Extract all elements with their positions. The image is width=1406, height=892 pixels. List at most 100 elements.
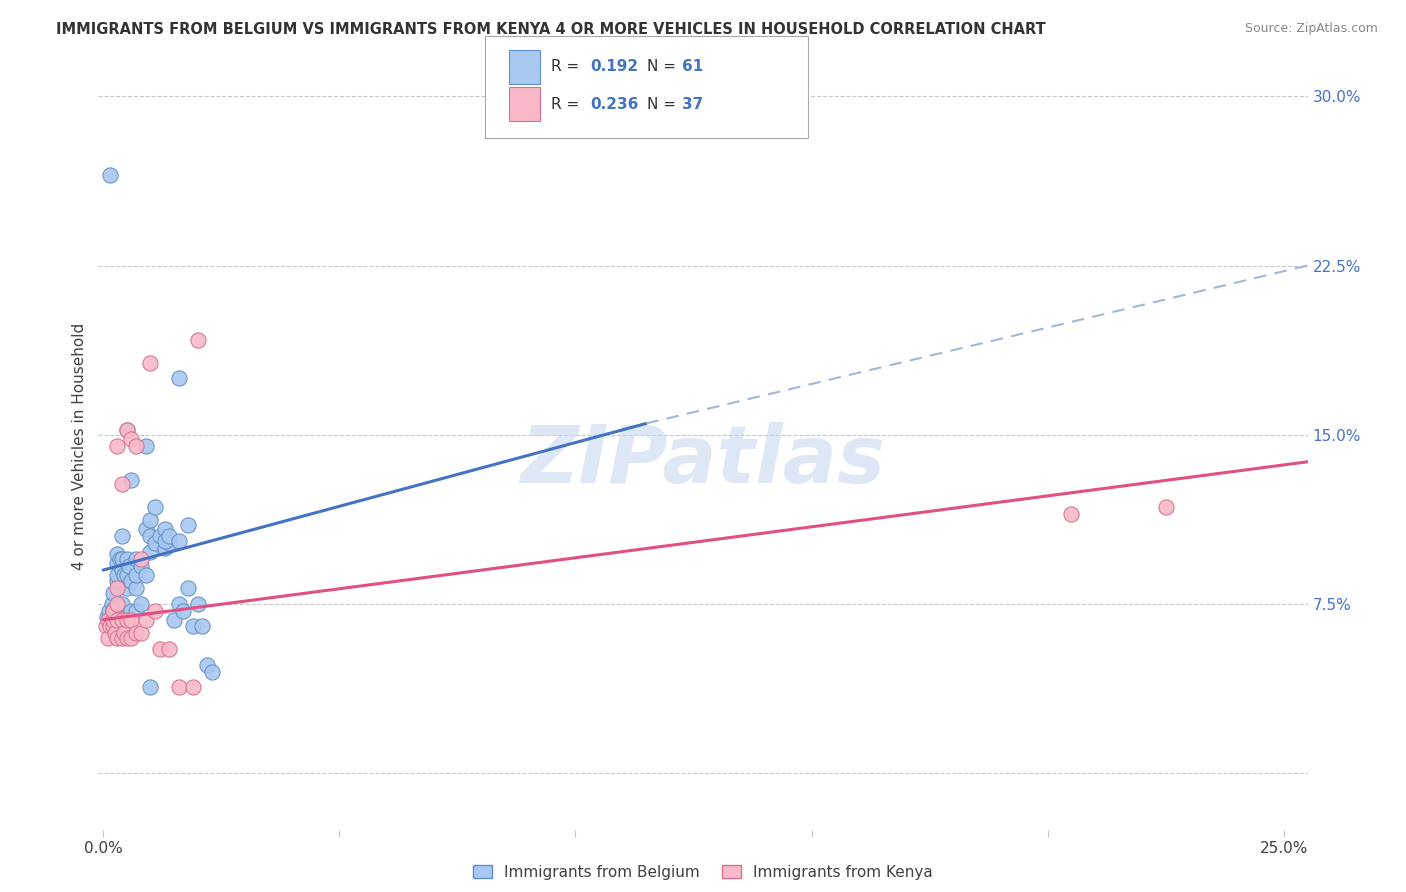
Point	[135, 439, 157, 453]
Text: R =: R =	[551, 97, 585, 112]
Point	[97, 613, 120, 627]
Point	[97, 631, 120, 645]
Point	[1060, 507, 1083, 521]
Point	[195, 657, 218, 672]
Point	[101, 619, 124, 633]
Point	[149, 529, 172, 543]
Point	[98, 619, 121, 633]
Point	[105, 547, 128, 561]
Point	[125, 604, 148, 618]
Text: ZIPatlas: ZIPatlas	[520, 422, 886, 500]
Point	[167, 533, 190, 548]
Point	[129, 558, 152, 573]
Text: Source: ZipAtlas.com: Source: ZipAtlas.com	[1244, 22, 1378, 36]
Point	[201, 665, 224, 679]
Point	[149, 642, 172, 657]
Point	[129, 597, 152, 611]
Point	[181, 681, 204, 695]
Point	[111, 597, 134, 611]
Point	[112, 567, 135, 582]
Y-axis label: 4 or more Vehicles in Household: 4 or more Vehicles in Household	[72, 322, 87, 570]
Point	[167, 597, 190, 611]
Text: IMMIGRANTS FROM BELGIUM VS IMMIGRANTS FROM KENYA 4 OR MORE VEHICLES IN HOUSEHOLD: IMMIGRANTS FROM BELGIUM VS IMMIGRANTS FR…	[56, 22, 1046, 37]
Point	[143, 604, 166, 618]
Point	[1154, 500, 1177, 514]
Point	[111, 551, 134, 566]
Point	[135, 567, 157, 582]
Point	[115, 423, 138, 437]
Point	[139, 355, 162, 369]
Point	[129, 626, 152, 640]
Point	[139, 681, 162, 695]
Point	[101, 585, 124, 599]
Point	[125, 581, 148, 595]
Point	[121, 432, 143, 446]
Point	[187, 597, 209, 611]
Point	[143, 500, 166, 514]
Point	[139, 513, 162, 527]
Point	[105, 567, 128, 582]
Point	[111, 477, 134, 491]
Legend: Immigrants from Belgium, Immigrants from Kenya: Immigrants from Belgium, Immigrants from…	[474, 865, 932, 880]
Point	[105, 613, 128, 627]
Point	[97, 604, 120, 618]
Point	[191, 619, 214, 633]
Point	[98, 168, 121, 182]
Point	[101, 613, 124, 627]
Point	[104, 604, 127, 618]
Point	[187, 333, 209, 347]
Point	[105, 631, 128, 645]
Point	[121, 631, 143, 645]
Point	[115, 631, 138, 645]
Point	[111, 563, 134, 577]
Point	[153, 533, 176, 548]
Point	[105, 581, 128, 595]
Point	[172, 604, 194, 618]
Point	[111, 631, 134, 645]
Point	[181, 619, 204, 633]
Point	[101, 608, 124, 623]
Point	[153, 541, 176, 555]
Point	[153, 523, 176, 537]
Point	[139, 529, 162, 543]
Point	[121, 473, 143, 487]
Point	[118, 558, 141, 573]
Point	[101, 604, 124, 618]
Point	[157, 529, 180, 543]
Text: 0.236: 0.236	[591, 97, 638, 112]
Point	[108, 551, 131, 566]
Point	[96, 610, 118, 624]
Point	[163, 613, 186, 627]
Point	[139, 545, 162, 559]
Point	[177, 518, 200, 533]
Point	[125, 626, 148, 640]
Point	[129, 551, 152, 566]
Point	[111, 613, 134, 627]
Point	[157, 642, 180, 657]
Point	[121, 574, 143, 589]
Point	[105, 574, 128, 589]
Point	[125, 551, 148, 566]
Point	[112, 626, 135, 640]
Point	[101, 604, 124, 618]
Point	[105, 597, 128, 611]
Text: N =: N =	[647, 60, 681, 74]
Point	[157, 536, 180, 550]
Point	[115, 567, 138, 582]
Point	[104, 626, 127, 640]
Point	[167, 681, 190, 695]
Point	[115, 581, 138, 595]
Text: N =: N =	[647, 97, 681, 112]
Point	[125, 567, 148, 582]
Point	[105, 439, 128, 453]
Point	[115, 613, 138, 627]
Text: 37: 37	[682, 97, 703, 112]
Point	[125, 439, 148, 453]
Point	[167, 371, 190, 385]
Text: 61: 61	[682, 60, 703, 74]
Point	[121, 604, 143, 618]
Text: R =: R =	[551, 60, 585, 74]
Point	[105, 557, 128, 571]
Point	[177, 581, 200, 595]
Point	[115, 423, 138, 437]
